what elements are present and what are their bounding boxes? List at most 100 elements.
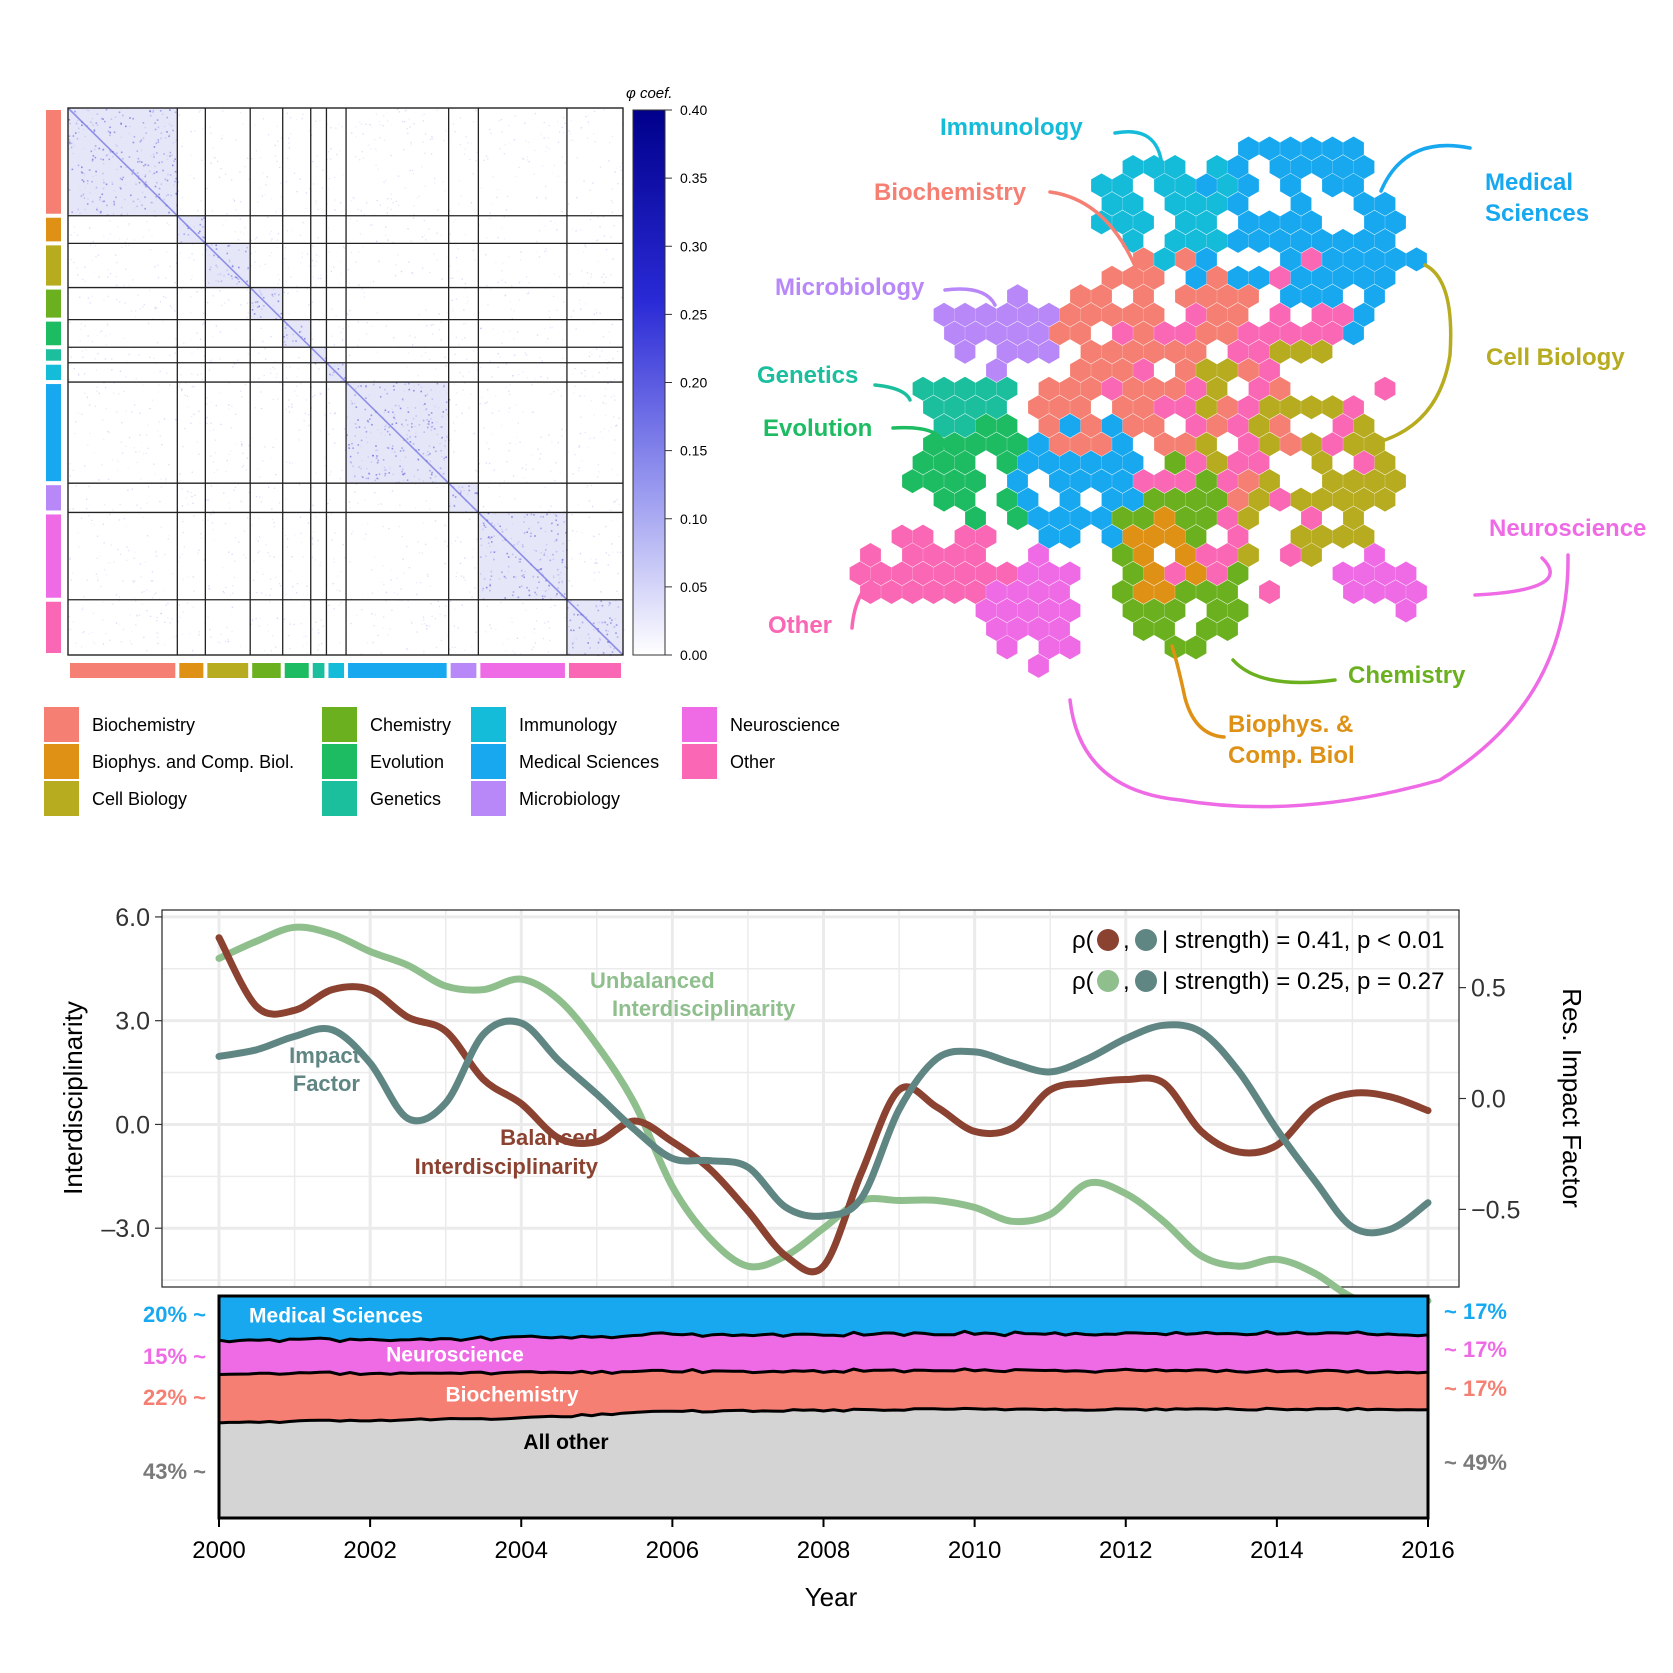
hexbin-cell: [1269, 155, 1291, 179]
heatmap-cell: [104, 358, 106, 360]
heatmap-cell: [168, 211, 170, 214]
heatmap-cell: [464, 557, 466, 559]
heatmap-cell: [183, 546, 185, 548]
heatmap-cell: [215, 279, 217, 282]
heatmap-cell: [227, 246, 229, 248]
heatmap-cell: [100, 158, 103, 160]
heatmap-cell: [557, 574, 560, 576]
heatmap-cell: [535, 607, 537, 609]
heatmap-cell: [262, 497, 264, 499]
heatmap-cell: [584, 432, 586, 434]
heatmap-cell: [87, 444, 89, 446]
heatmap-cell: [301, 336, 303, 338]
heatmap-cell: [305, 635, 307, 637]
heatmap-cell: [87, 182, 89, 185]
heatmap-cell: [604, 621, 606, 624]
heatmap-cell: [383, 616, 385, 618]
heatmap-cell: [89, 504, 91, 506]
hexbin-cell: [1227, 524, 1249, 549]
heatmap-cell: [246, 157, 249, 159]
heatmap-cell: [416, 593, 418, 596]
colorbar-tick-label: 0.00: [680, 647, 707, 663]
heatmap-cell: [616, 499, 618, 501]
heatmap-cell: [509, 393, 511, 396]
heatmap-cell: [357, 444, 360, 446]
heatmap-cell: [521, 157, 523, 159]
heatmap-cell: [79, 340, 81, 342]
heatmap-cell: [287, 292, 289, 294]
heatmap-cell: [456, 270, 459, 272]
heatmap-cell: [107, 130, 110, 133]
area-end-percent: ~ 49%: [1444, 1450, 1507, 1475]
heatmap-cell: [284, 344, 287, 346]
heatmap-cell: [520, 569, 523, 572]
hexbin-cell: [1017, 302, 1039, 327]
heatmap-cell: [314, 362, 317, 365]
heatmap-cell: [414, 407, 417, 409]
line-series-label-line: Interdisciplinarity: [612, 996, 796, 1021]
hexbin-cell: [1028, 432, 1049, 457]
heatmap-cell: [405, 419, 407, 421]
heatmap-cell: [223, 592, 226, 594]
heatmap-cell: [508, 411, 510, 413]
heatmap-cell: [192, 606, 194, 608]
heatmap-cell: [593, 133, 595, 135]
heatmap-cell: [256, 301, 259, 303]
hexbin-cell: [996, 413, 1018, 438]
heatmap-cell: [390, 154, 392, 157]
heatmap-cell: [241, 443, 243, 445]
heatmap-cell: [286, 461, 288, 463]
field-label: Immunology: [940, 114, 1083, 141]
heatmap-cell: [287, 157, 289, 159]
heatmap-cell: [379, 396, 382, 398]
heatmap-cell: [135, 600, 137, 602]
heatmap-cell: [372, 383, 375, 386]
hexbin-cell: [1133, 580, 1154, 604]
heatmap-cell: [257, 201, 259, 203]
heatmap-cell: [273, 525, 275, 528]
heatmap-cell: [399, 504, 401, 507]
heatmap-cell: [91, 200, 94, 203]
heatmap-cell: [458, 343, 460, 345]
hexbin-cell: [996, 487, 1018, 512]
heatmap-cell: [490, 217, 492, 219]
heatmap-cell: [192, 243, 194, 245]
heatmap-cell: [584, 245, 586, 247]
heatmap-cell: [271, 508, 273, 510]
heatmap-cell: [104, 504, 106, 506]
heatmap-cell: [497, 366, 499, 368]
hexbin-cell: [1332, 487, 1354, 512]
heatmap-cell: [272, 366, 274, 368]
heatmap-cell: [96, 390, 98, 392]
heatmap-cell: [361, 288, 363, 290]
heatmap-cell: [357, 419, 359, 421]
field-label: Chemistry: [1348, 662, 1466, 689]
heatmap-cell: [417, 459, 420, 461]
heatmap-cell: [80, 646, 83, 648]
heatmap-cell: [268, 486, 270, 489]
hexbin-cell: [1091, 173, 1112, 198]
heatmap-cell: [522, 371, 524, 373]
heatmap-cell: [517, 596, 520, 599]
hexbin-cell: [1049, 617, 1070, 641]
heatmap-cell: [272, 446, 274, 449]
heatmap-cell: [444, 540, 446, 543]
heatmap-cell: [620, 169, 622, 171]
heatmap-cell: [111, 181, 113, 183]
heatmap-cell: [73, 145, 76, 147]
heatmap-cell: [421, 386, 423, 388]
heatmap-cell: [574, 454, 576, 456]
heatmap-cell: [237, 213, 239, 215]
heatmap-cell: [120, 136, 123, 138]
heatmap-cell: [413, 217, 415, 219]
hexbin-cell: [1395, 561, 1417, 586]
hexbin-cell: [1248, 339, 1270, 364]
heatmap-cell: [418, 485, 420, 487]
heatmap-cell: [372, 280, 374, 283]
heatmap-cell: [403, 472, 406, 475]
heatmap-cell: [212, 461, 214, 463]
hexbin-cell: [1238, 543, 1259, 567]
heatmap-cell: [609, 141, 611, 144]
heatmap-cell: [237, 483, 239, 486]
hexbin-cell: [944, 321, 965, 346]
